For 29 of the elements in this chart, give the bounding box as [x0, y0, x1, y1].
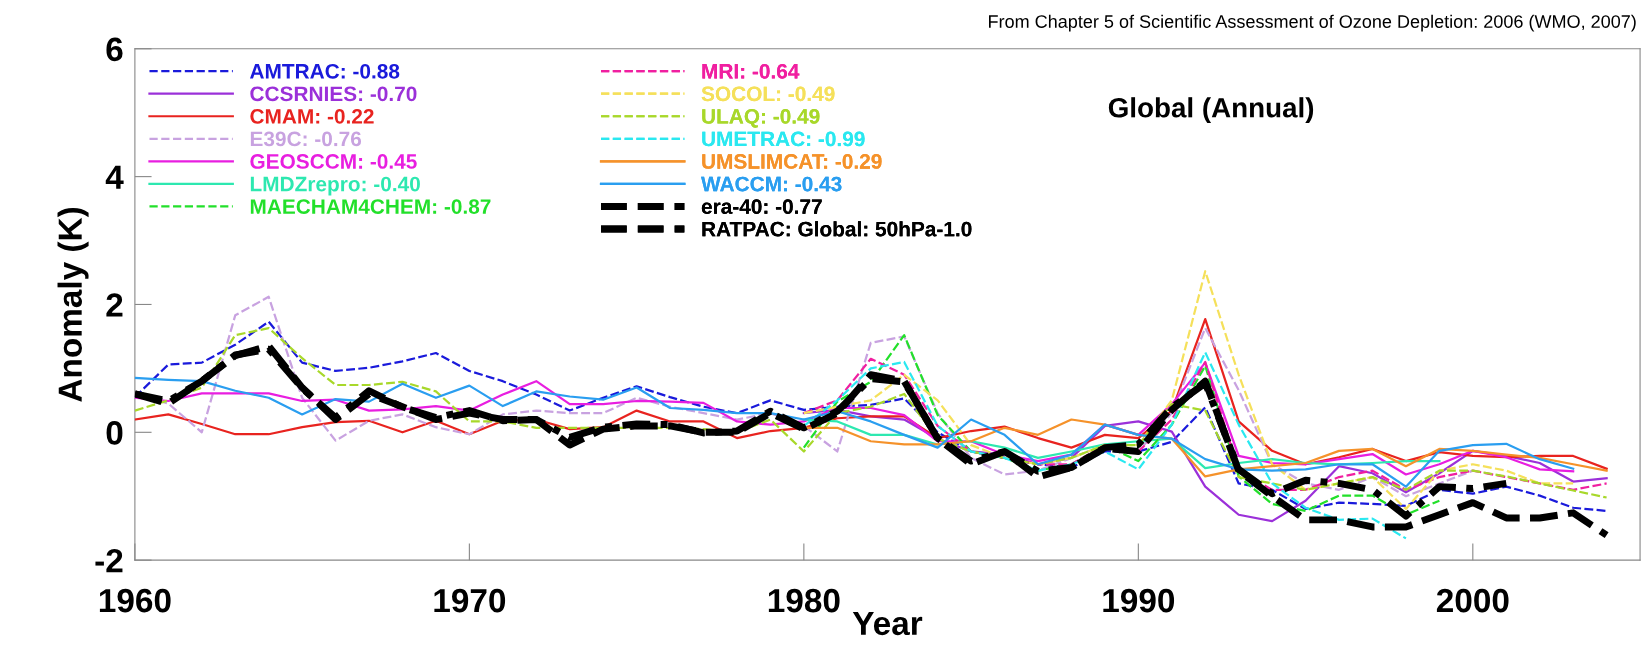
y-tick-label: 6 [106, 37, 123, 62]
x-axis-title: Year [852, 611, 923, 636]
legend-label: CCSRNIES: -0.70 [250, 86, 417, 102]
legend-label: LMDZrepro: -0.40 [250, 176, 420, 196]
legend-label: MAECHAM4CHEM: -0.87 [250, 199, 491, 214]
annotation: Global (Annual) [1108, 97, 1314, 124]
legend-label: WACCM: -0.43 [701, 176, 842, 192]
legend-label: era-40: -0.77 [701, 199, 822, 214]
text: From Chapter 5 of Scientific Assessment of Ozone Depletion: 2006 (WMO, 2007) [989, 14, 1636, 32]
legend-label: GEOSCCM: -0.45 [250, 154, 417, 169]
y-axis-title: Anomaly (K) [57, 207, 89, 402]
legend-label: E39C: -0.76 [250, 131, 362, 147]
x-tick-label: 2000 [1436, 588, 1509, 613]
legend-label: ULAQ: -0.49 [702, 108, 820, 128]
legend-label: AMTRAC: -0.88 [249, 63, 400, 79]
y-tick-label: 4 [105, 165, 124, 189]
legend-label: MRI: -0.64 [702, 63, 800, 79]
legend-label: UMSLIMCAT: -0.29 [702, 154, 882, 169]
x-tick-label: 1970 [434, 588, 506, 613]
x-tick-label: 1980 [768, 588, 840, 613]
y-tick-label: 0 [106, 421, 123, 445]
legend-label: CMAM: -0.22 [250, 108, 374, 124]
x-tick-label: 1990 [1103, 588, 1175, 613]
y-tick-label: -2 [95, 548, 123, 573]
legend-label: SOCOL: -0.49 [701, 86, 835, 102]
legend-label: UMETRAC: -0.99 [702, 131, 865, 147]
y-tick-label: 2 [106, 293, 123, 317]
x-tick-label: 1960 [99, 588, 171, 613]
legend-label: RATPAC: Global: 50hPa-1.0 [702, 221, 972, 237]
